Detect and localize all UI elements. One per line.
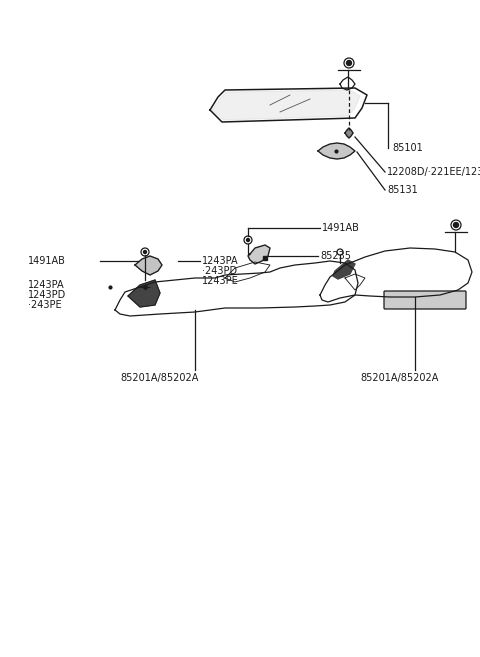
Text: 1243PE: 1243PE [202, 276, 239, 286]
Polygon shape [333, 260, 355, 279]
Text: 1491AB: 1491AB [322, 223, 360, 233]
Text: 12208D/·221EE/1231AB: 12208D/·221EE/1231AB [387, 167, 480, 177]
Polygon shape [248, 245, 270, 264]
Circle shape [454, 223, 458, 227]
Text: 85131: 85131 [387, 185, 418, 195]
Polygon shape [318, 143, 355, 159]
Polygon shape [345, 128, 353, 138]
Text: 85235: 85235 [320, 251, 351, 261]
Text: 1243PA: 1243PA [28, 280, 65, 290]
Text: 85101: 85101 [392, 143, 423, 153]
Text: 85201A/85202A: 85201A/85202A [120, 373, 198, 383]
Text: 1243PD: 1243PD [28, 290, 66, 300]
Text: ·243PD: ·243PD [202, 266, 237, 276]
Text: 85201A/85202A: 85201A/85202A [360, 373, 438, 383]
Polygon shape [212, 90, 360, 120]
Polygon shape [135, 256, 162, 275]
Text: 1243PA: 1243PA [202, 256, 239, 266]
Text: 1491AB: 1491AB [28, 256, 66, 266]
Polygon shape [128, 280, 160, 307]
Circle shape [144, 250, 146, 254]
Circle shape [247, 238, 250, 242]
Text: ·243PE: ·243PE [28, 300, 61, 310]
FancyBboxPatch shape [384, 291, 466, 309]
Circle shape [347, 60, 351, 66]
